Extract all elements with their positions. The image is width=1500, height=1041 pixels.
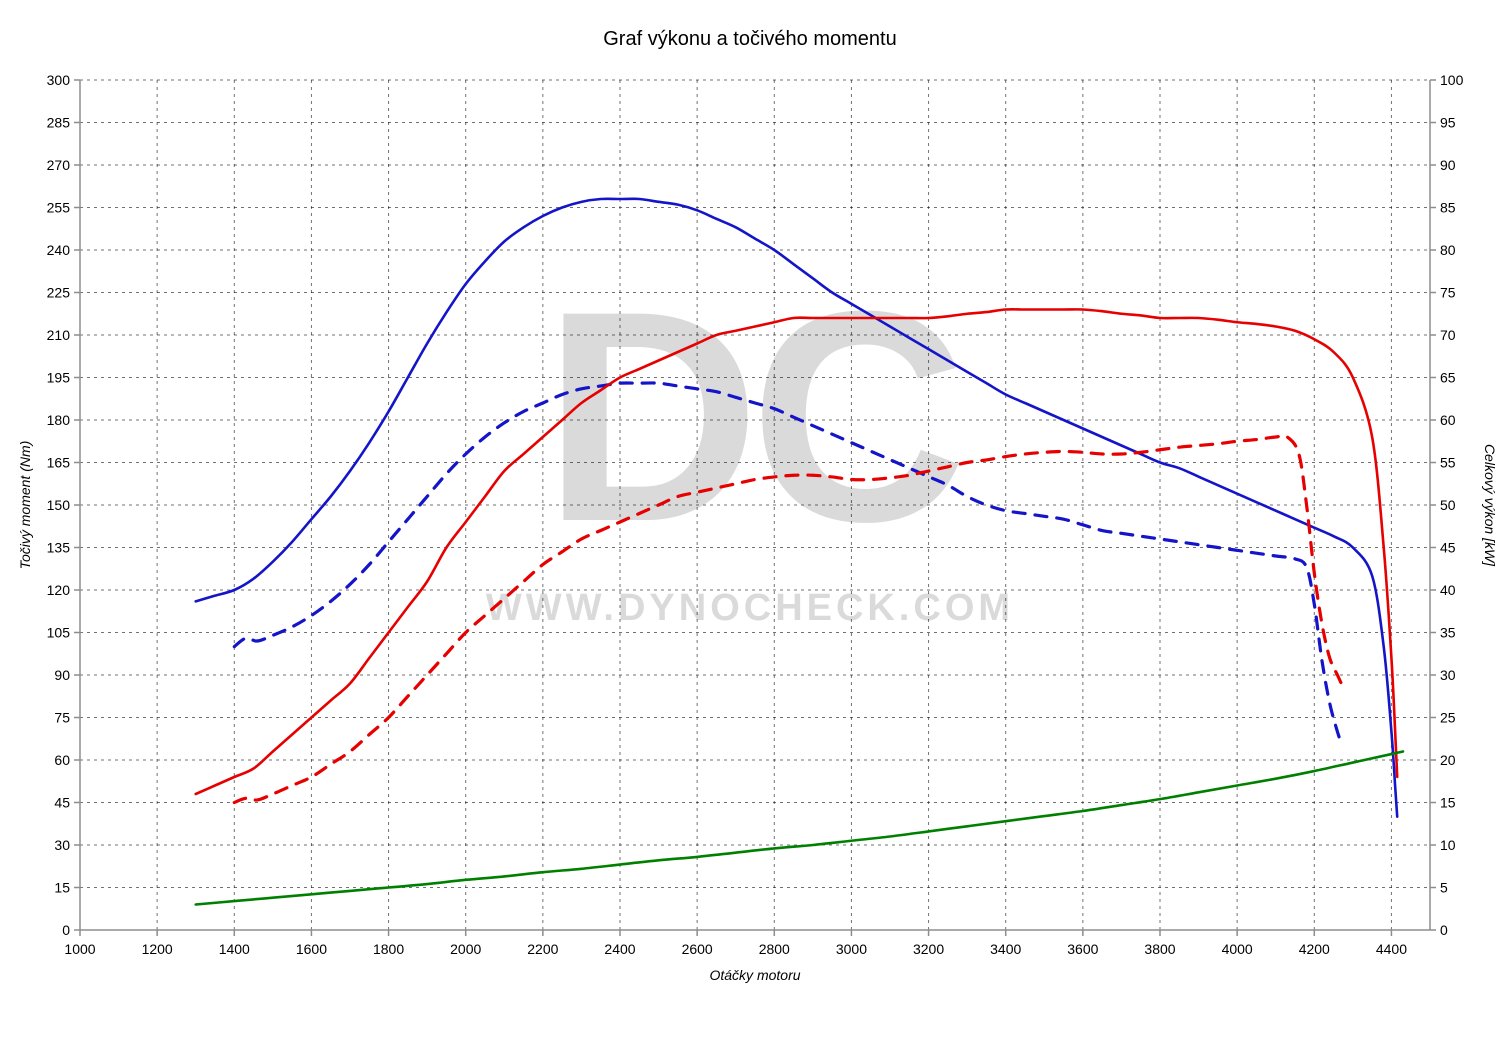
- series-power-loss: [196, 752, 1403, 905]
- y-left-tick-label: 255: [47, 200, 71, 216]
- y-right-tick-label: 55: [1440, 455, 1456, 471]
- x-tick-label: 2400: [604, 941, 635, 957]
- y-left-tick-label: 30: [54, 837, 70, 853]
- y-right-tick-label: 100: [1440, 72, 1464, 88]
- y-left-axis-label: Točivý moment (Nm): [17, 441, 33, 570]
- x-tick-label: 4200: [1299, 941, 1330, 957]
- y-right-tick-label: 80: [1440, 242, 1456, 258]
- y-right-tick-label: 45: [1440, 540, 1456, 556]
- y-right-tick-label: 70: [1440, 327, 1456, 343]
- x-tick-label: 3600: [1067, 941, 1098, 957]
- y-right-tick-label: 15: [1440, 795, 1456, 811]
- y-left-tick-label: 90: [54, 667, 70, 683]
- x-tick-label: 1200: [142, 941, 173, 957]
- y-left-tick-label: 135: [47, 540, 71, 556]
- y-right-tick-label: 30: [1440, 667, 1456, 683]
- x-tick-label: 3000: [836, 941, 867, 957]
- y-left-tick-label: 225: [47, 285, 71, 301]
- x-tick-label: 3200: [913, 941, 944, 957]
- y-left-tick-label: 165: [47, 455, 71, 471]
- x-tick-label: 3800: [1144, 941, 1175, 957]
- watermark-url: WWW.DYNOCHECK.COM: [486, 587, 1014, 629]
- x-tick-label: 4400: [1376, 941, 1407, 957]
- y-right-tick-label: 25: [1440, 710, 1456, 726]
- x-tick-label: 1600: [296, 941, 327, 957]
- y-right-tick-label: 85: [1440, 200, 1456, 216]
- y-right-tick-label: 40: [1440, 582, 1456, 598]
- y-left-tick-label: 210: [47, 327, 71, 343]
- y-right-tick-label: 5: [1440, 880, 1448, 896]
- x-tick-label: 2000: [450, 941, 481, 957]
- x-tick-label: 3400: [990, 941, 1021, 957]
- grid: [80, 80, 1430, 930]
- y-left-tick-label: 105: [47, 625, 71, 641]
- x-tick-label: 2200: [527, 941, 558, 957]
- y-right-tick-label: 65: [1440, 370, 1456, 386]
- watermark-big: DC: [543, 248, 961, 584]
- y-right-tick-label: 35: [1440, 625, 1456, 641]
- y-left-tick-label: 270: [47, 157, 71, 173]
- y-right-tick-label: 50: [1440, 497, 1456, 513]
- chart-container: Graf výkonu a točivého momentu DC WWW.DY…: [0, 0, 1500, 1041]
- x-tick-label: 2600: [682, 941, 713, 957]
- y-right-tick-label: 60: [1440, 412, 1456, 428]
- y-left-tick-label: 120: [47, 582, 71, 598]
- y-left-tick-label: 60: [54, 752, 70, 768]
- chart-title: Graf výkonu a točivého momentu: [603, 28, 896, 50]
- y-right-tick-label: 90: [1440, 157, 1456, 173]
- y-left-tick-label: 150: [47, 497, 71, 513]
- y-right-tick-label: 10: [1440, 837, 1456, 853]
- y-left-tick-label: 15: [54, 880, 70, 896]
- y-right-tick-label: 95: [1440, 115, 1456, 131]
- x-axis-label: Otáčky motoru: [709, 967, 800, 983]
- x-tick-label: 2800: [759, 941, 790, 957]
- y-left-tick-label: 75: [54, 710, 70, 726]
- y-left-tick-label: 240: [47, 242, 71, 258]
- y-left-tick-label: 45: [54, 795, 70, 811]
- y-left-tick-label: 0: [62, 922, 70, 938]
- chart-svg: Graf výkonu a točivého momentu DC WWW.DY…: [0, 0, 1500, 1041]
- y-left-tick-label: 300: [47, 72, 71, 88]
- x-tick-label: 4000: [1222, 941, 1253, 957]
- y-left-tick-label: 195: [47, 370, 71, 386]
- y-right-tick-label: 20: [1440, 752, 1456, 768]
- y-right-tick-label: 0: [1440, 922, 1448, 938]
- x-tick-label: 1000: [64, 941, 95, 957]
- y-right-axis-label: Celkový výkon [kW]: [1482, 444, 1498, 567]
- y-left-tick-label: 285: [47, 115, 71, 131]
- x-tick-label: 1800: [373, 941, 404, 957]
- x-tick-label: 1400: [219, 941, 250, 957]
- y-right-tick-label: 75: [1440, 285, 1456, 301]
- y-left-tick-label: 180: [47, 412, 71, 428]
- watermark: DC WWW.DYNOCHECK.COM: [486, 248, 1014, 629]
